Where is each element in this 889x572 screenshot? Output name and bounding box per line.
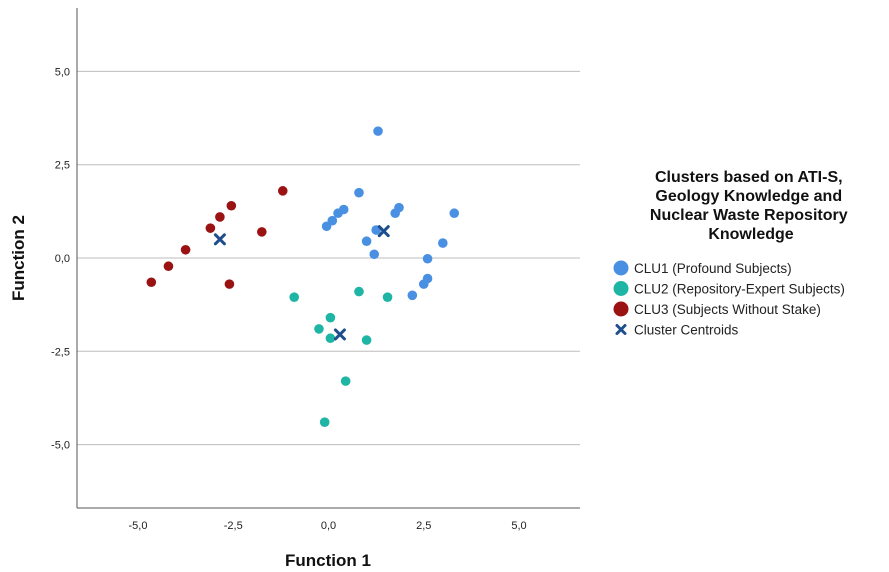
- data-point: [361, 335, 372, 345]
- legend-items: CLU1 (Profound Subjects) CLU2 (Repository…: [613, 260, 845, 338]
- data-point: [382, 292, 393, 302]
- data-point: [277, 186, 288, 196]
- y-tick-label: 0,0: [55, 253, 70, 265]
- legend-title-line: Geology Knowledge and: [655, 188, 842, 205]
- y-tick-label: 5,0: [55, 66, 70, 78]
- legend-item: CLU2 (Repository-Expert Subjects): [613, 281, 845, 297]
- x-axis-title: Function 1: [285, 551, 371, 570]
- legend-label: CLU2 (Repository-Expert Subjects): [634, 282, 845, 297]
- legend-title-line: Knowledge: [708, 226, 793, 243]
- legend-title-line: Clusters based on ATI-S,: [655, 169, 843, 186]
- data-point: [449, 208, 460, 219]
- data-point: [373, 126, 383, 136]
- data-point: [333, 208, 343, 219]
- legend-title-line: Nuclear Waste Repository: [650, 207, 848, 224]
- y-tick-label: 2,5: [55, 160, 70, 172]
- x-tick-label: -5,0: [128, 520, 147, 532]
- data-point: [205, 223, 216, 233]
- data-point: [369, 249, 380, 260]
- data-point: [422, 253, 433, 264]
- x-tick-label: 5,0: [511, 520, 526, 532]
- data-point: [319, 417, 330, 427]
- data-point: [340, 376, 351, 386]
- legend-title: Clusters based on ATI-S, Geology Knowled…: [650, 169, 852, 243]
- data-point: [361, 236, 372, 247]
- grid-lines: [77, 70, 580, 509]
- data-point: [163, 261, 174, 272]
- x-tick-label: 2,5: [416, 520, 431, 532]
- data-point: [289, 292, 300, 302]
- centroid-marker: [377, 225, 390, 238]
- data-point: [390, 208, 400, 219]
- data-point: [321, 221, 332, 232]
- legend-item: Cluster Centroids: [615, 323, 739, 338]
- data-point: [354, 286, 364, 297]
- legend-x-marker: [615, 324, 627, 335]
- legend-swatch: [613, 301, 629, 317]
- y-tick-label: -5,0: [51, 440, 70, 452]
- data-point: [224, 279, 235, 289]
- data-point: [180, 244, 191, 255]
- data-point: [215, 212, 225, 222]
- data-point: [418, 279, 429, 289]
- data-point: [314, 324, 324, 334]
- legend-item: CLU1 (Profound Subjects): [613, 260, 792, 276]
- data-point: [325, 312, 336, 323]
- y-axis-ticks: 5,0 2,5 0,0 -2,5 -5,0: [51, 66, 70, 451]
- legend: Clusters based on ATI-S, Geology Knowled…: [613, 169, 852, 338]
- legend-label: Cluster Centroids: [634, 323, 739, 338]
- x-tick-label: -2,5: [224, 520, 243, 532]
- y-axis-title: Function 2: [9, 215, 28, 301]
- legend-label: CLU1 (Profound Subjects): [634, 261, 792, 276]
- legend-swatch: [613, 260, 629, 276]
- legend-item: CLU3 (Subjects Without Stake): [613, 301, 821, 317]
- data-point: [407, 290, 418, 301]
- data-point: [257, 227, 267, 237]
- data-points: [146, 126, 460, 427]
- data-point: [438, 238, 448, 248]
- data-point: [226, 200, 237, 211]
- centroid-marker: [333, 328, 346, 341]
- centroid-marker: [213, 233, 226, 246]
- data-point: [354, 187, 364, 198]
- y-tick-label: -2,5: [51, 346, 70, 358]
- x-tick-label: 0,0: [321, 520, 336, 532]
- data-point: [146, 277, 157, 288]
- data-point: [325, 333, 336, 344]
- x-axis-ticks: -5,0 -2,5 0,0 2,5 5,0: [128, 520, 526, 532]
- legend-label: CLU3 (Subjects Without Stake): [634, 302, 821, 317]
- legend-swatch: [613, 281, 629, 296]
